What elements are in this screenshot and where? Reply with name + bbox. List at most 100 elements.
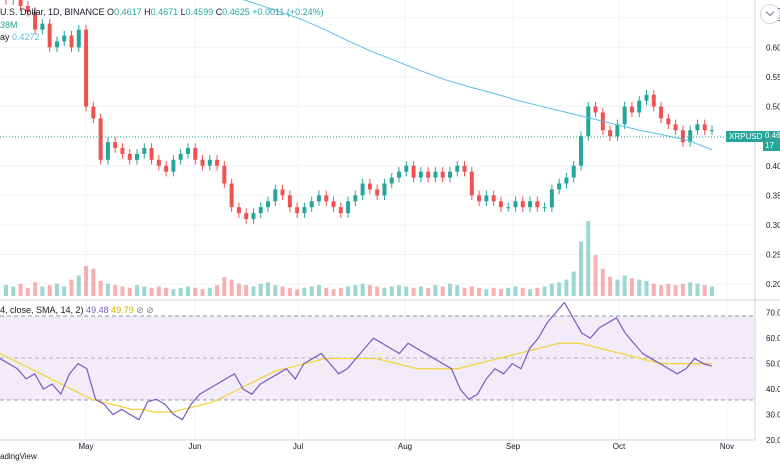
candle-body [251, 213, 256, 220]
current-price-tag: 0.46 17 [763, 131, 780, 151]
volume-bar [309, 286, 314, 296]
volume-bar [549, 283, 554, 296]
candle-body [688, 130, 693, 143]
volume-bar [295, 289, 300, 296]
legend-close-label: C [215, 7, 223, 17]
tradingview-logo[interactable]: adingView [0, 452, 37, 461]
candle-body [54, 41, 59, 48]
candle-body [302, 207, 307, 214]
volume-bar [498, 289, 503, 296]
candle-body [105, 142, 110, 160]
volume-bar [469, 286, 474, 296]
candle-body [215, 159, 220, 166]
volume-bar [266, 282, 271, 296]
candle-body [462, 165, 467, 172]
volume-bar [564, 279, 569, 296]
volume-bar [644, 281, 649, 296]
candle-body [331, 201, 336, 208]
candle-body [528, 201, 533, 208]
volume-bar [258, 283, 263, 296]
volume-bar [622, 275, 627, 296]
candle-body [367, 183, 372, 190]
candle-body [309, 201, 314, 208]
eye-icon[interactable]: ⊘ [136, 305, 144, 315]
volume-bar [353, 285, 358, 296]
logo-text: adingView [0, 452, 37, 461]
legend-close-value: 0.4625 [222, 7, 250, 17]
candle-body [469, 171, 474, 196]
candle-body [549, 189, 554, 208]
volume-bar [411, 287, 416, 296]
volume-bar [666, 283, 671, 296]
candle-body [273, 189, 278, 202]
price-axis-label: 0.50 [766, 103, 780, 112]
volume-bar [426, 287, 431, 296]
time-axis-label: Aug [398, 442, 412, 451]
legend-open-value: 0.4617 [114, 7, 142, 17]
rsi-axis-label: 50.0 [766, 360, 780, 369]
candle-body [266, 201, 271, 208]
volume-bar [113, 285, 118, 296]
volume-bar [4, 285, 8, 296]
candle-body [91, 106, 96, 119]
moving-average-line [242, 0, 713, 151]
volume-bar [535, 287, 540, 296]
candle-body [178, 153, 183, 160]
volume-bar [178, 287, 183, 296]
volume-bar [156, 286, 161, 296]
ma-legend: ay 0.4272 [0, 32, 40, 42]
volume-bar [62, 286, 67, 296]
candle-body [680, 130, 685, 143]
volume-bar [586, 221, 591, 296]
volume-bar [142, 286, 147, 296]
volume-bar [615, 279, 620, 296]
volume-bar [11, 286, 16, 296]
volume-bar [215, 285, 220, 296]
volume-bar [324, 287, 329, 296]
volume-bar [273, 285, 278, 296]
volume-bar [76, 275, 81, 296]
legend-change: +0.0011 (+0.24%) [252, 7, 324, 17]
collapse-chevron-icon[interactable] [760, 4, 780, 24]
volume-bar [164, 287, 169, 296]
candle-body [120, 148, 125, 154]
volume-bar [600, 268, 605, 296]
volume-bar [171, 289, 176, 296]
candle-body [615, 124, 620, 137]
candle-series [5, 0, 714, 224]
volume-bar [695, 283, 700, 296]
rsi-axis-label: 20.0 [766, 436, 780, 445]
candle-body [18, 0, 23, 6]
volume-bar [593, 255, 598, 296]
volume-bar [84, 266, 89, 296]
volume-value: 38M [0, 20, 18, 30]
rsi-legend-ma-value: 49.79 [111, 305, 134, 315]
price-axis-label: 0.25 [766, 251, 780, 260]
current-price: 0.46 [765, 131, 780, 140]
volume-bar [673, 285, 678, 296]
volume-bar [484, 289, 489, 296]
candle-body [33, 11, 38, 30]
candle-body [346, 201, 351, 214]
legend-low-value: 0.4599 [185, 7, 214, 17]
volume-bar [331, 289, 336, 296]
ma-value: 0.4272 [12, 32, 40, 42]
candle-body [40, 23, 45, 30]
candle-body [644, 94, 649, 101]
volume-bar [207, 287, 212, 296]
candle-body [287, 195, 292, 208]
candle-body [185, 148, 190, 154]
legend-title: U.S. Dollar, 1D, BINANCE [0, 7, 105, 17]
settings-icon[interactable]: ⊘ [146, 305, 154, 315]
volume-bar [680, 283, 685, 296]
rsi-axis-label: 70.0 [766, 309, 780, 318]
candle-body [520, 201, 525, 208]
volume-bar [506, 287, 511, 296]
candle-body [586, 106, 591, 137]
symbol-price-tag: XRPUSD [726, 131, 766, 142]
volume-bar [302, 287, 307, 296]
rsi-line [0, 301, 713, 421]
volume-bar [571, 271, 576, 296]
volume-bar [127, 287, 132, 296]
